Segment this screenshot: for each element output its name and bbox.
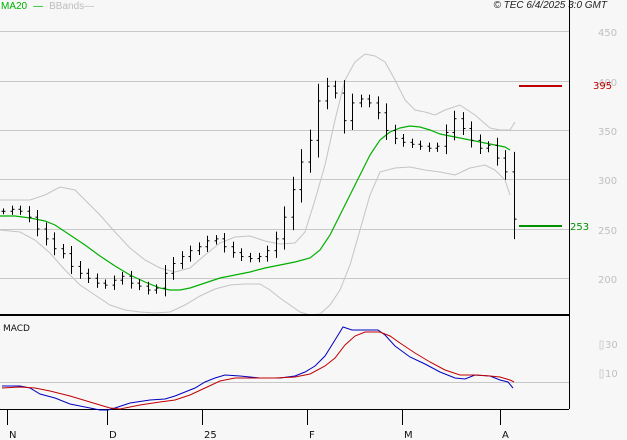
x-label-f: F — [309, 430, 315, 440]
y-label-300: 300 — [598, 176, 617, 187]
bollinger-bands — [0, 53, 516, 316]
y-label-250: 250 — [598, 226, 617, 237]
legend-bbands-swatch: — — [84, 1, 95, 12]
x-label-m: M — [404, 430, 413, 440]
y-label-450: 450 — [598, 28, 617, 39]
signal-line — [1, 331, 515, 410]
support-label: 253 — [570, 222, 589, 233]
macd-panel-label: MACD — [3, 324, 30, 334]
macd-line — [2, 326, 514, 411]
legend-ma20: MA20 — [1, 1, 28, 12]
x-axis — [7, 410, 501, 425]
x-label-25: 25 — [204, 430, 217, 440]
x-label-a: A — [502, 430, 509, 440]
resistance-label: 395 — [593, 81, 612, 92]
y-label-400: 400 — [598, 78, 617, 89]
legend-ma20-swatch: — — [33, 1, 44, 12]
legend-bbands: BBands — [49, 1, 85, 12]
x-label-n: N — [9, 430, 16, 440]
y-label-350: 350 — [598, 127, 617, 138]
copyright-timestamp: © TEC 6/4/2025 3:0 GMT — [493, 0, 607, 11]
y-label-200: 200 — [598, 275, 617, 286]
ma20-line — [0, 125, 511, 291]
macd-label-10: 10 — [605, 369, 618, 380]
chart-legend: MA20— BBands — — [1, 1, 94, 12]
price-axis-labels: 450 400 350 300 250 200 — [598, 28, 617, 286]
ohlc-bars — [1, 77, 517, 297]
macd-label-30: 30 — [605, 340, 618, 351]
x-label-d: D — [109, 430, 117, 440]
